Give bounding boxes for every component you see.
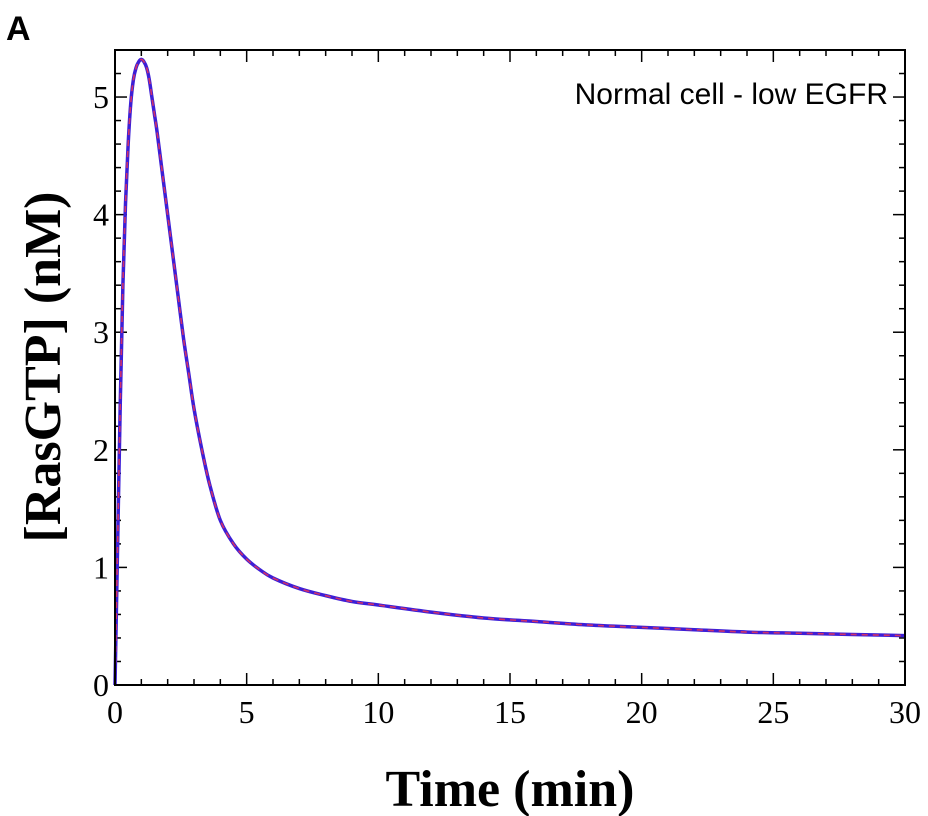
y-tick-label: 4 — [93, 197, 109, 233]
y-tick-label: 2 — [93, 432, 109, 468]
x-tick-label: 25 — [757, 694, 789, 730]
x-tick-label: 20 — [626, 694, 658, 730]
series-line-0 — [113, 57, 906, 686]
y-tick-label: 1 — [93, 549, 109, 585]
y-tick-label: 5 — [93, 79, 109, 115]
y-tick-label: 3 — [93, 314, 109, 350]
x-tick-label: 15 — [494, 694, 526, 730]
chart-annotation: Normal cell - low EGFR — [575, 78, 888, 111]
x-tick-label: 30 — [889, 694, 921, 730]
data-series — [113, 57, 906, 686]
series-overlay-dashed-0 — [114, 58, 906, 686]
x-tick-label: 5 — [239, 694, 255, 730]
y-axis-label: [RasGTP] (nM) — [15, 192, 72, 543]
x-tick-label: 10 — [362, 694, 394, 730]
x-axis-label: Time (min) — [386, 761, 635, 816]
x-tick-label: 0 — [107, 694, 123, 730]
axis-tick-labels: 0 5 10 15 20 25 30 0 1 2 3 4 5 — [93, 79, 921, 730]
axis-ticks — [114, 49, 906, 686]
y-tick-label: 0 — [93, 667, 109, 703]
panel-label: A — [6, 10, 31, 48]
plot-frame — [114, 49, 906, 686]
